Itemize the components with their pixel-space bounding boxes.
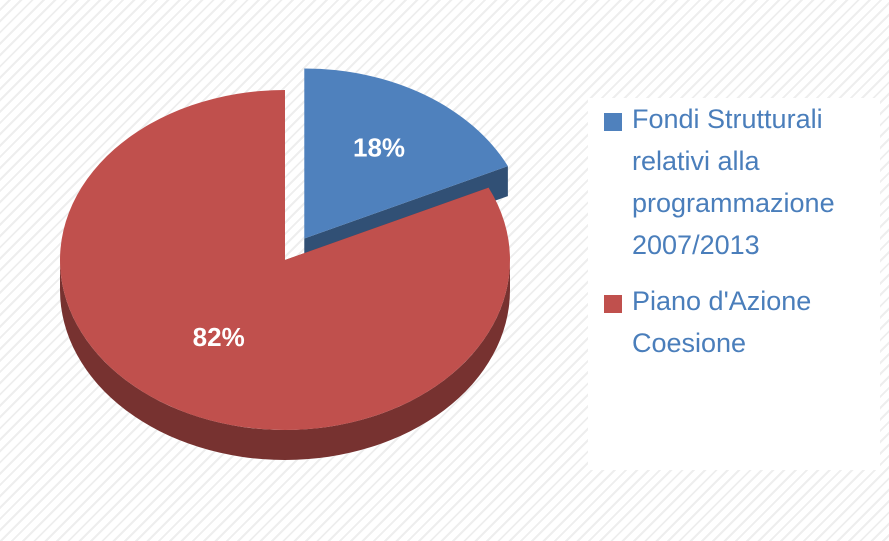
legend-item: Piano d'Azione Coesione	[588, 280, 872, 364]
legend-label: Fondi Strutturali relativi alla programm…	[632, 104, 835, 260]
legend: Fondi Strutturali relativi alla programm…	[588, 98, 880, 470]
slice-wall	[60, 260, 510, 460]
data-label: 82%	[193, 322, 245, 352]
pie-slice	[59, 90, 510, 430]
pie-slice	[304, 68, 508, 239]
data-label: 18%	[353, 132, 405, 162]
legend-label: Piano d'Azione Coesione	[632, 286, 812, 358]
legend-swatch	[604, 295, 622, 313]
legend-item: Fondi Strutturali relativi alla programm…	[588, 98, 872, 266]
legend-swatch	[604, 113, 622, 131]
